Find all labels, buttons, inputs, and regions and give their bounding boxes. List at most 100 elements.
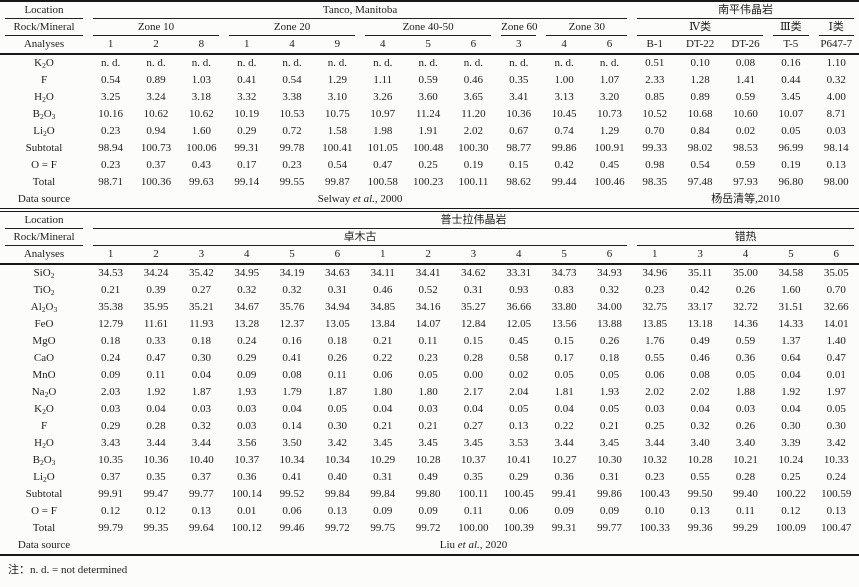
value-cell: 0.05 <box>327 403 348 415</box>
value-cell: 10.45 <box>551 108 577 120</box>
value-cell: 98.35 <box>642 176 668 188</box>
row-label: K2O <box>34 57 54 70</box>
data-source-row: Data source Selway et al., 2000 杨岳清等,2010 <box>0 191 859 209</box>
value-cell: 11.93 <box>189 318 214 330</box>
analysis-id: 4 <box>360 36 406 55</box>
data-source-header: Data source <box>17 539 71 551</box>
value-cell: 0.23 <box>282 159 302 171</box>
value-cell: 0.23 <box>645 471 665 483</box>
value-cell: 0.37 <box>146 159 166 171</box>
value-cell: 10.68 <box>687 108 713 120</box>
zone-group-label: Ⅰ类 <box>818 19 854 36</box>
value-cell: 10.40 <box>188 454 214 466</box>
value-cell: 0.10 <box>690 57 710 69</box>
zone-group-label: Zone 40-50 <box>365 19 492 36</box>
table-row: H2O 3.43 3.44 3.44 3.56 3.50 3.42 3.45 3.45 3.45 3… <box>0 435 859 452</box>
value-cell: 34.85 <box>370 301 396 313</box>
value-cell: 32.66 <box>823 301 849 313</box>
value-cell: 0.14 <box>282 420 302 432</box>
value-cell: 99.31 <box>551 522 577 534</box>
value-cell: n. d. <box>146 57 166 69</box>
value-cell: 0.29 <box>509 471 529 483</box>
table-section-divider <box>0 209 859 211</box>
value-cell: 99.35 <box>143 522 169 534</box>
value-cell: 10.53 <box>279 108 305 120</box>
value-cell: 3.44 <box>645 437 665 449</box>
value-cell: 1.93 <box>599 386 620 398</box>
value-cell: 100.14 <box>231 488 262 500</box>
value-cell: 0.09 <box>599 505 620 517</box>
table-footnote: 注：n. d. = not determined <box>8 564 128 576</box>
analysis-id: 1 <box>224 36 270 55</box>
row-label: H2O <box>34 437 54 450</box>
value-cell: 0.46 <box>690 352 710 364</box>
value-cell: 97.93 <box>733 176 758 188</box>
zone-group-label: Ⅳ类 <box>637 19 764 36</box>
value-cell: 98.94 <box>98 142 124 154</box>
value-cell: 3.45 <box>418 437 438 449</box>
value-cell: 35.05 <box>823 267 849 279</box>
value-cell: 0.37 <box>101 471 121 483</box>
value-cell: 2.02 <box>463 125 484 137</box>
analysis-id: 4 <box>224 246 270 265</box>
value-cell: 0.04 <box>282 403 302 415</box>
value-cell: 1.97 <box>826 386 846 398</box>
value-cell: 98.71 <box>98 176 124 188</box>
value-cell: 0.46 <box>373 284 393 296</box>
value-cell: 100.43 <box>639 488 670 500</box>
value-cell: 10.32 <box>642 454 668 466</box>
table-row: B2O3 10.16 10.62 10.62 10.19 10.53 10.75 10.97 1… <box>0 106 859 123</box>
value-cell: 34.19 <box>279 267 305 279</box>
value-cell: 99.72 <box>325 522 350 534</box>
value-cell: 0.11 <box>418 335 438 347</box>
value-cell: 12.37 <box>279 318 305 330</box>
table-row: B2O3 10.35 10.36 10.40 10.37 10.34 10.34 10.29 1… <box>0 452 859 469</box>
value-cell: 100.23 <box>412 176 444 188</box>
row-label: F <box>40 74 48 86</box>
value-cell: 0.29 <box>101 420 121 432</box>
value-cell: 98.62 <box>506 176 532 188</box>
value-cell: 97.48 <box>687 176 713 188</box>
rock-mineral-row: Rock/Mineral 卓木古 错热 <box>0 229 859 246</box>
value-cell: 100.09 <box>775 522 806 534</box>
value-cell: 2.03 <box>101 386 121 398</box>
value-cell: 99.44 <box>551 176 577 188</box>
value-cell: 0.35 <box>463 471 484 483</box>
value-cell: 0.16 <box>282 335 302 347</box>
value-cell: 10.73 <box>597 108 622 120</box>
data-source-row: Data source Liu et al., 2020 <box>0 537 859 555</box>
value-cell: 1.92 <box>146 386 166 398</box>
value-cell: 3.44 <box>191 437 211 449</box>
value-cell: 0.03 <box>191 403 211 415</box>
value-cell: 1.41 <box>735 74 756 86</box>
rock-mineral-row: Rock/Mineral Zone 10 Zone 20 Zone 40-50 Zone… <box>0 19 859 36</box>
zone-group-label: Zone 10 <box>93 19 220 36</box>
value-cell: 99.79 <box>98 522 124 534</box>
value-cell: 0.22 <box>373 352 393 364</box>
value-cell: 35.42 <box>188 267 214 279</box>
value-cell: 3.45 <box>781 91 801 103</box>
zone-group-label: Ⅲ类 <box>773 19 809 36</box>
value-cell: 34.95 <box>234 267 260 279</box>
value-cell: 0.11 <box>736 505 755 517</box>
analysis-id: DT-22 <box>677 36 723 55</box>
value-cell: 32.72 <box>733 301 758 313</box>
value-cell: 3.24 <box>146 91 166 103</box>
value-cell: 0.04 <box>191 369 211 381</box>
value-cell: 0.31 <box>373 471 393 483</box>
value-cell: 34.93 <box>597 267 622 279</box>
analysis-id: 2 <box>133 246 179 265</box>
location-group: Tanco, Manitoba <box>88 1 632 19</box>
value-cell: 10.62 <box>188 108 214 120</box>
value-cell: 0.52 <box>418 284 438 296</box>
value-cell: 0.72 <box>282 125 302 137</box>
value-cell: 1.29 <box>599 125 620 137</box>
analysis-id: 3 <box>677 246 723 265</box>
row-label: MgO <box>32 335 56 347</box>
value-cell: 0.03 <box>237 420 257 432</box>
analysis-id: 3 <box>178 246 225 265</box>
value-cell: 0.32 <box>191 420 211 432</box>
analysis-id: 5 <box>768 246 814 265</box>
table-row: TiO2 0.21 0.39 0.27 0.32 0.32 0.31 0.46 0.52 0.31… <box>0 282 859 299</box>
value-cell: 3.32 <box>237 91 257 103</box>
